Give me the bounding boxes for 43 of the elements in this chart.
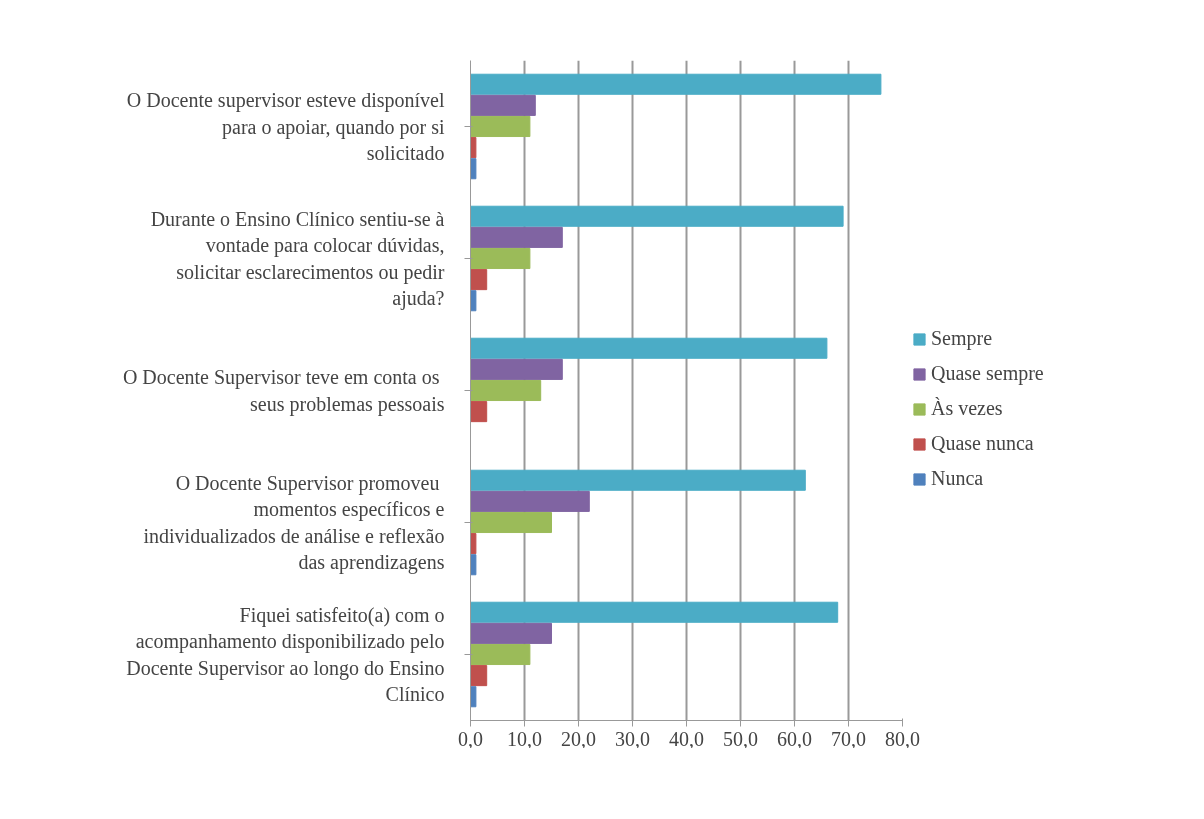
legend-label: Quase sempre	[931, 362, 1044, 385]
y-tick-label: O Docente supervisor esteve disponível para o apoiar, quando por si solicitado	[126, 89, 445, 164]
y-tick-label: O Docente Supervisor promoveu momentos específicos e individualizados de análise e reflexão das aprendizagens	[143, 471, 445, 575]
bar	[470, 337, 828, 359]
legend-label: Sempre	[931, 327, 993, 350]
bar	[470, 94, 536, 116]
bar	[470, 554, 477, 576]
legend-label: Nunca	[931, 467, 984, 490]
x-tick-label: 80,0	[885, 727, 920, 750]
y-tick-label: Fiquei satisfeito(a) com o acompanhamento disponibilizado pelo Docente Supervisor ao longo do Ensino Clínico	[126, 603, 445, 706]
bar	[470, 290, 477, 312]
y-tick-label: O Docente Supervisor teve em conta os seus problemas pessoais	[122, 366, 445, 416]
legend-label: Quase nunca	[931, 432, 1034, 455]
x-tick-label: 40,0	[669, 727, 704, 750]
x-tick-label: 0,0	[458, 727, 483, 750]
bar	[470, 115, 531, 138]
bar	[470, 601, 839, 623]
legend-label: Às vezes	[931, 397, 1003, 420]
bar	[470, 622, 552, 644]
x-tick-label: 50,0	[723, 727, 758, 750]
bar	[470, 511, 552, 534]
bar	[470, 269, 488, 291]
bar	[470, 158, 477, 180]
bar	[470, 226, 563, 248]
bar	[470, 247, 531, 270]
x-tick-label: 70,0	[831, 727, 866, 750]
bar	[470, 73, 882, 95]
x-tick-label: 60,0	[777, 727, 812, 750]
bar	[470, 205, 844, 227]
bar	[470, 401, 488, 423]
x-tick-label: 30,0	[615, 727, 650, 750]
bar	[470, 358, 563, 380]
bar	[470, 686, 477, 708]
bar	[470, 643, 531, 666]
bar	[470, 533, 477, 555]
bar	[470, 379, 542, 402]
x-tick-label: 10,0	[507, 727, 542, 750]
bar	[470, 490, 590, 512]
bar	[470, 665, 488, 687]
x-tick-label: 20,0	[561, 727, 596, 750]
y-tick-label: Durante o Ensino Clínico sentiu-se à vontade para colocar dúvidas, solicitar esclarecimentos ou pedir ajuda?	[150, 207, 445, 311]
bar	[470, 469, 806, 491]
bar	[470, 137, 477, 159]
